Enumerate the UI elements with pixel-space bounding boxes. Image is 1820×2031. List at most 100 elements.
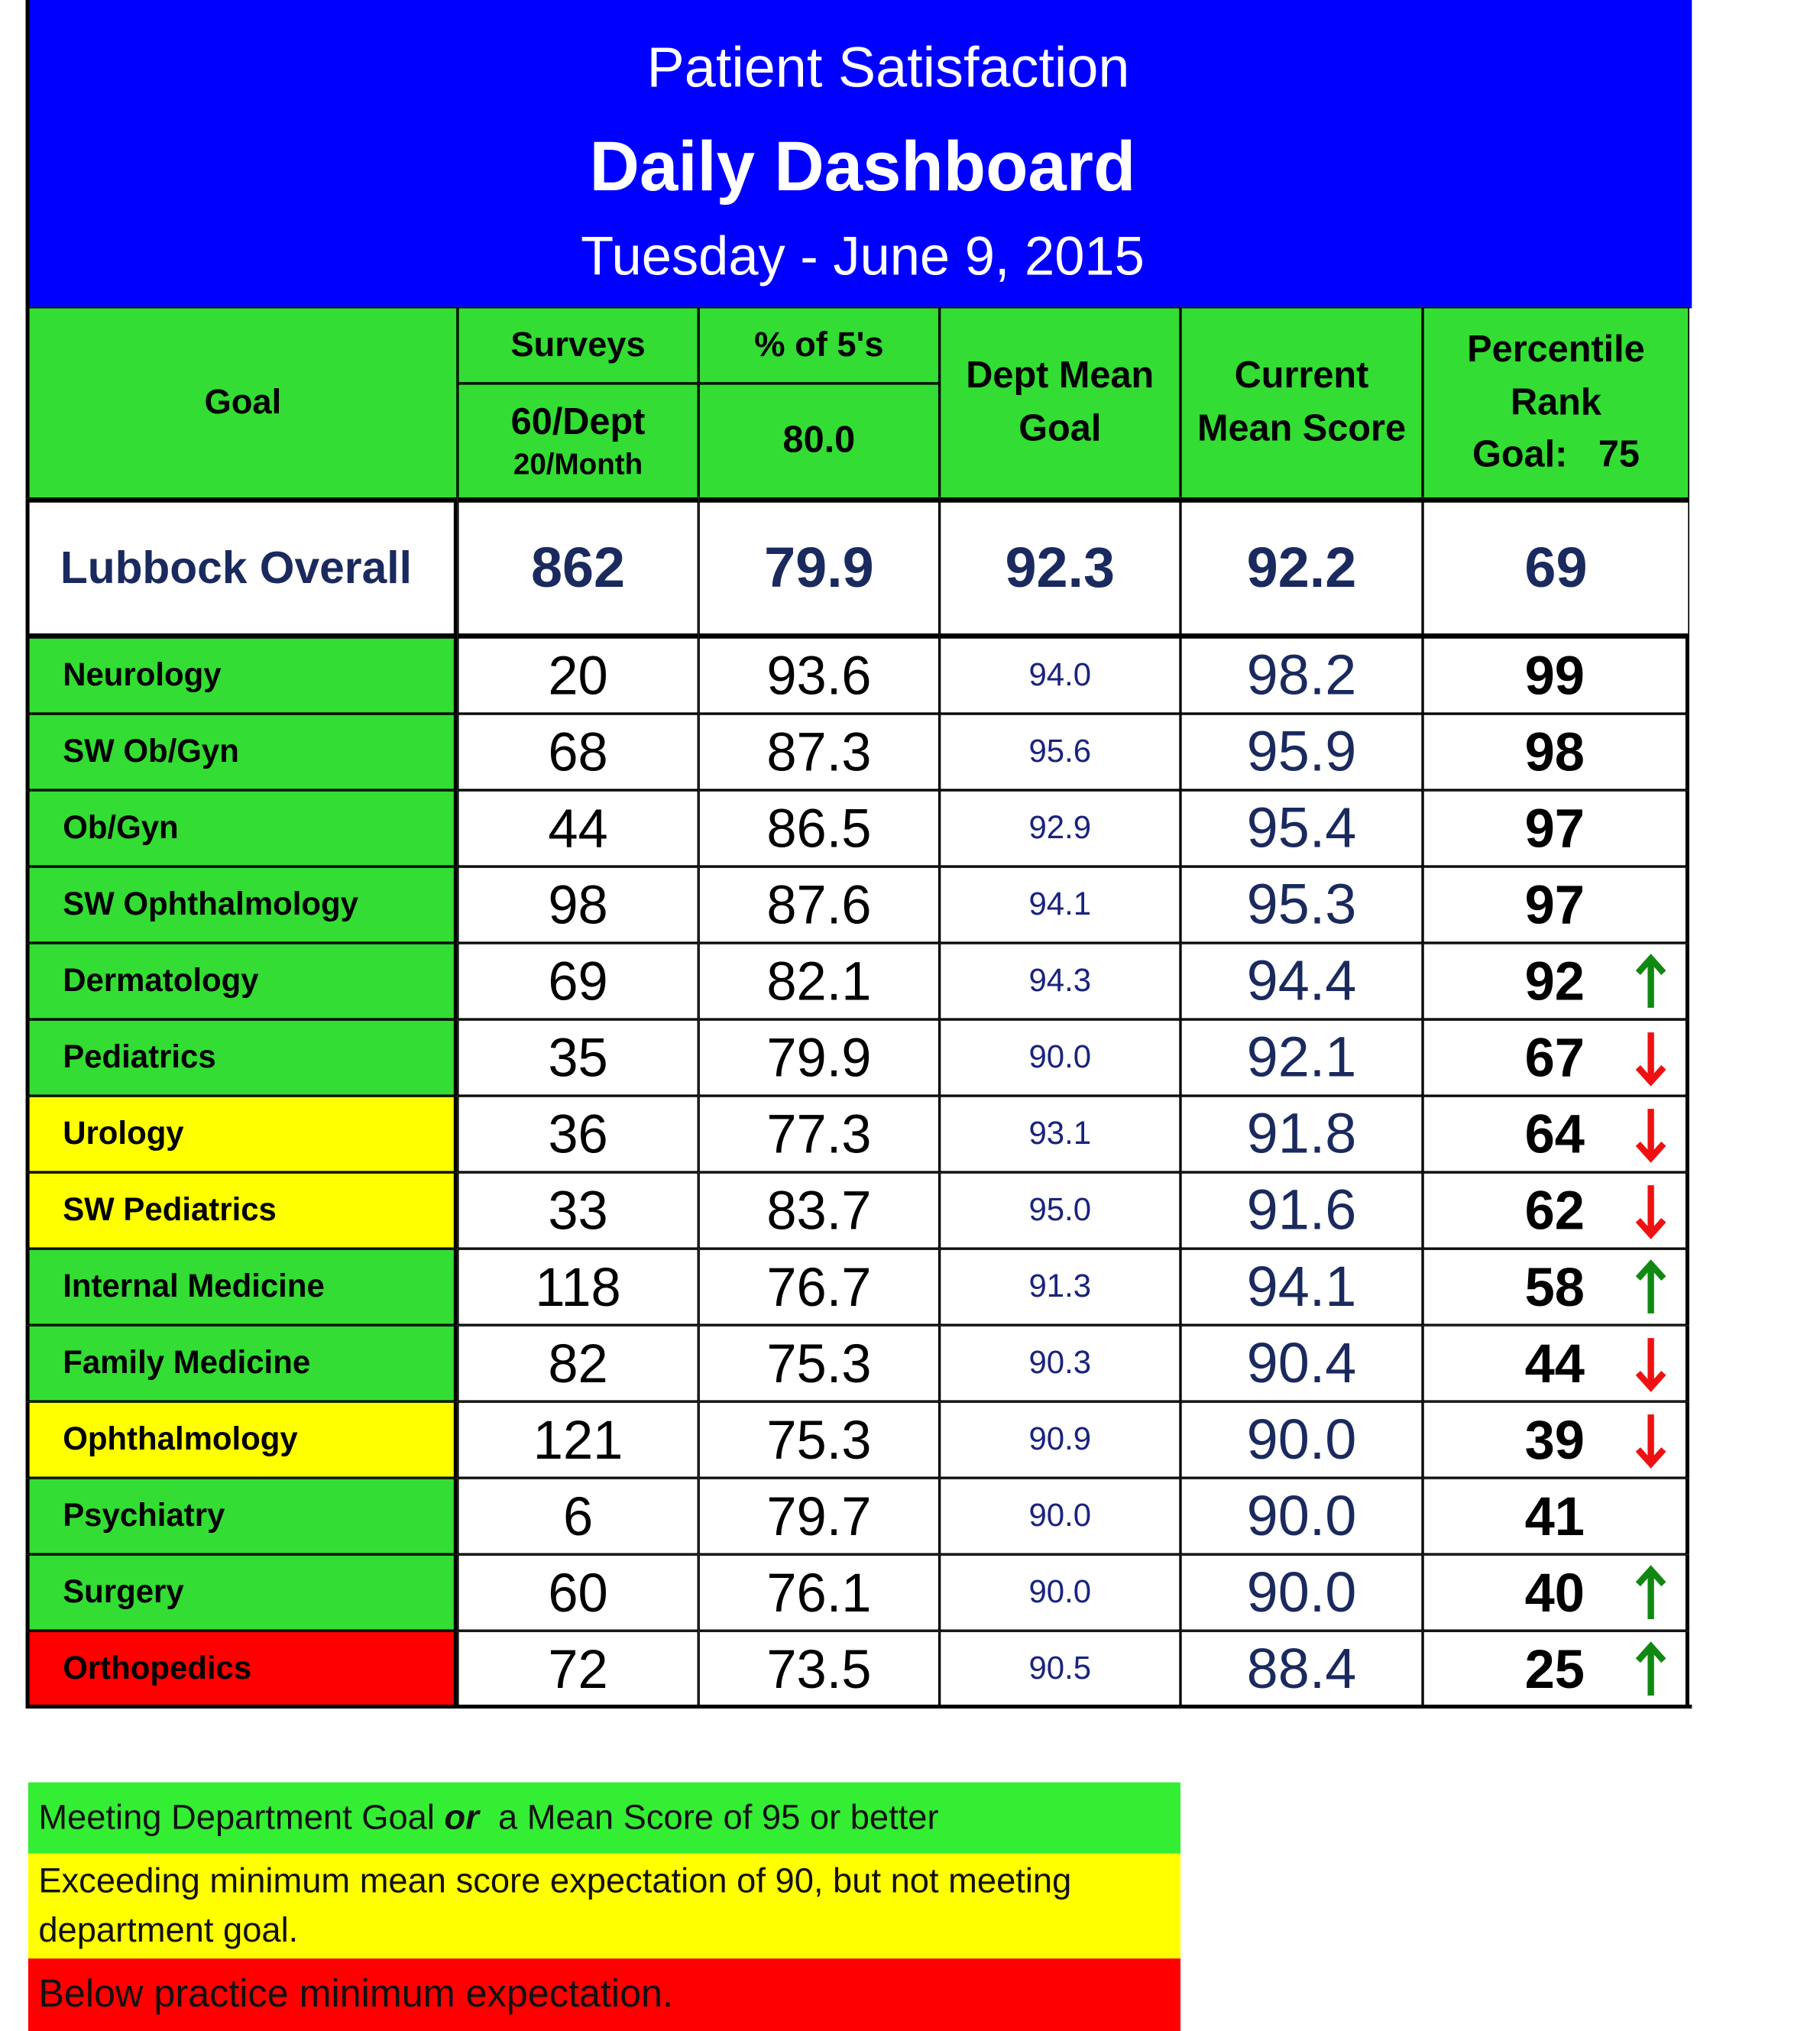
legend-text: or	[444, 1797, 479, 1837]
trend-arrow	[1635, 1032, 1666, 1087]
trend-arrow	[1635, 1414, 1666, 1469]
column-header: 80.0	[698, 383, 940, 499]
overall-value: 92.3	[939, 498, 1180, 638]
overall-value: 92.2	[1180, 498, 1423, 638]
row-name: SW Ob/Gyn	[25, 714, 458, 791]
row-value: 95.0	[939, 1172, 1180, 1249]
row-value: 25	[1423, 1631, 1689, 1708]
trend-arrow	[1635, 1641, 1666, 1696]
arrow-shape	[1635, 1414, 1666, 1469]
trend-arrow	[1635, 954, 1666, 1008]
legend-text: a Mean Score of 95 or better	[478, 1797, 939, 1837]
row-value: 97	[1423, 790, 1689, 867]
row-name: Pediatrics	[25, 1019, 458, 1096]
row-value: 90.0	[939, 1478, 1180, 1555]
trend-arrow	[1635, 1259, 1666, 1314]
column-header-line: Goal: 75	[1472, 434, 1640, 476]
row-value: 90.0	[939, 1554, 1180, 1631]
row-value: 75.3	[698, 1401, 940, 1479]
overall-value: 79.9	[698, 498, 940, 638]
row-value: 121	[457, 1401, 699, 1479]
trend-arrow	[1635, 1185, 1666, 1239]
row-value: 82.1	[698, 943, 940, 1020]
arrow-shape	[1635, 1032, 1666, 1087]
arrow-shape	[1635, 1259, 1666, 1314]
column-header: Dept Mean Goal	[939, 306, 1180, 499]
table-bottom-border	[25, 1704, 1692, 1709]
row-name: Ophthalmology	[25, 1401, 458, 1479]
row-value: 44	[457, 790, 699, 867]
row-value: 86.5	[698, 790, 940, 867]
row-value: 90.0	[1180, 1401, 1423, 1479]
row-value: 118	[457, 1249, 699, 1326]
trend-arrow	[1635, 1565, 1666, 1619]
row-value: 95.9	[1180, 714, 1423, 791]
row-value: 6	[457, 1478, 699, 1555]
row-name: Orthopedics	[25, 1631, 458, 1708]
row-value: 44	[1423, 1325, 1689, 1402]
column-header-line: Rank	[1510, 381, 1601, 423]
column-header-line: Dept Mean	[966, 355, 1155, 397]
row-value: 97	[1423, 866, 1689, 944]
legend-text: Meeting Department Goal	[38, 1797, 445, 1837]
overall-value: 862	[457, 498, 699, 638]
row-value: 87.3	[698, 714, 940, 791]
row-value: 40	[1423, 1554, 1689, 1631]
column-header: Surveys	[457, 306, 699, 384]
row-value: 88.4	[1180, 1631, 1423, 1708]
row-name: Family Medicine	[25, 1325, 458, 1402]
row-value: 93.1	[939, 1096, 1180, 1173]
arrow-shape	[1635, 1109, 1666, 1163]
row-value: 76.1	[698, 1554, 940, 1631]
row-value: 60	[457, 1554, 699, 1631]
row-value: 95.6	[939, 714, 1180, 791]
legend-yellow: Exceeding minimum mean score expectation…	[28, 1853, 1180, 1959]
legend-red: Below practice minimum expectation.	[28, 1958, 1180, 2031]
overall-name: Lubbock Overall	[25, 498, 458, 638]
row-value: 83.7	[698, 1172, 940, 1249]
row-value: 73.5	[698, 1631, 940, 1708]
row-value: 94.3	[939, 943, 1180, 1020]
header-date: Tuesday - June 9, 2015	[581, 225, 1145, 287]
row-value: 75.3	[698, 1325, 940, 1402]
row-value: 90.0	[1180, 1478, 1423, 1555]
row-value: 90.0	[1180, 1554, 1423, 1631]
row-value: 92.9	[939, 790, 1180, 867]
row-value: 39	[1423, 1401, 1689, 1479]
row-value: 92.1	[1180, 1019, 1423, 1096]
row-value: 35	[457, 1019, 699, 1096]
header-line: Patient Satisfaction	[646, 36, 1130, 100]
header-title: Daily Dashboard	[589, 128, 1136, 206]
column-header: 60/Dept 20/Month	[457, 383, 699, 499]
row-value: 58	[1423, 1249, 1689, 1326]
column-header-line: 60/Dept	[510, 401, 646, 443]
legend-text: Below practice minimum expectation.	[38, 1972, 674, 2016]
row-value: 79.7	[698, 1478, 940, 1555]
row-value: 69	[457, 943, 699, 1020]
row-name: Dermatology	[25, 943, 458, 1020]
row-name: Urology	[25, 1096, 458, 1173]
row-value: 41	[1423, 1478, 1689, 1555]
arrow-shape	[1635, 1338, 1666, 1392]
row-value: 90.5	[939, 1631, 1180, 1708]
row-name: SW Pediatrics	[25, 1172, 458, 1249]
row-value: 90.3	[939, 1325, 1180, 1402]
row-value: 62	[1423, 1172, 1689, 1249]
row-name: Surgery	[25, 1554, 458, 1631]
column-header-line: Mean Score	[1197, 407, 1407, 450]
column-header: Current Mean Score	[1180, 306, 1423, 499]
row-value: 94.4	[1180, 943, 1423, 1020]
overall-value: 69	[1423, 498, 1689, 638]
row-value: 91.6	[1180, 1172, 1423, 1249]
row-value: 33	[457, 1172, 699, 1249]
header-banner: Patient Satisfaction Daily Dashboard Tue…	[25, 0, 1692, 309]
column-header: % of 5's	[698, 306, 940, 384]
column-header-line: Percentile	[1467, 329, 1645, 371]
row-value: 20	[457, 637, 699, 714]
row-value: 79.9	[698, 1019, 940, 1096]
row-name: Neurology	[25, 637, 458, 714]
row-name: Internal Medicine	[25, 1249, 458, 1326]
row-value: 68	[457, 714, 699, 791]
row-value: 72	[457, 1631, 699, 1708]
